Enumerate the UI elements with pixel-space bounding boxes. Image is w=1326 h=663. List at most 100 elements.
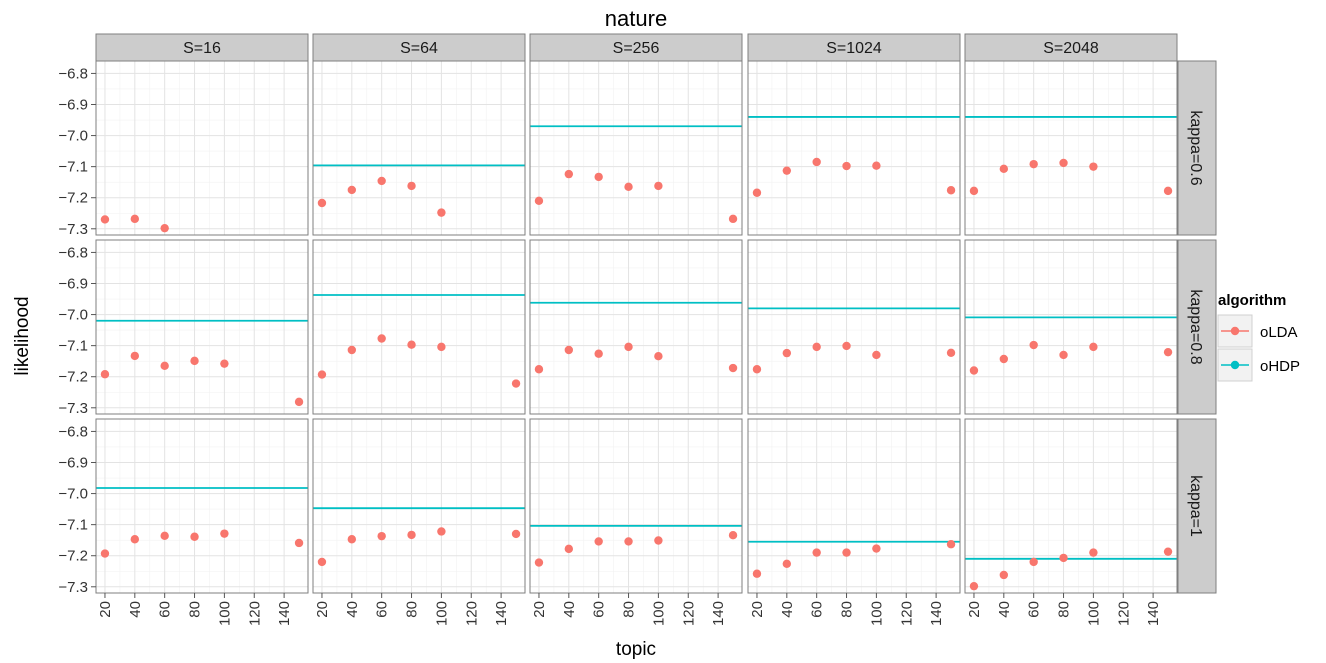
legend-label-olda: oLDA: [1260, 324, 1298, 341]
olda-point: [347, 345, 357, 355]
panel-border: [95, 239, 309, 415]
col-strip-bg: [312, 33, 526, 62]
olda-point: [1029, 557, 1038, 567]
y-tick-label: −7.1: [58, 338, 88, 355]
panel-0-0: [95, 60, 309, 236]
legend-label-ohdp: oHDP: [1260, 358, 1300, 375]
panel-background: [313, 61, 525, 235]
olda-point: [946, 186, 956, 195]
panel-border: [529, 239, 743, 415]
panel-background: [96, 240, 308, 414]
olda-point: [969, 186, 979, 196]
olda-point: [842, 161, 851, 171]
olda-point: [594, 349, 603, 358]
panel-border: [312, 418, 526, 594]
x-tick-label: 140: [710, 601, 727, 626]
row-strips: kappa=0.6 kappa=0.8 kappa=1: [1177, 60, 1217, 594]
x-tick-label: 80: [1056, 601, 1073, 618]
olda-point: [654, 181, 663, 191]
x-tick-label: 20: [966, 601, 983, 618]
x-tick-label: 40: [561, 601, 578, 618]
y-tick-label: −6.9: [58, 97, 88, 114]
olda-point: [317, 198, 327, 208]
olda-point: [999, 164, 1009, 174]
olda-point: [654, 352, 663, 361]
col-strip-4: S=2048: [964, 33, 1178, 62]
x-axis-title: topic: [616, 639, 656, 660]
x-tick-label: 60: [809, 601, 826, 618]
olda-point: [1089, 548, 1098, 557]
olda-point: [969, 366, 979, 375]
x-tick-label: 40: [996, 601, 1013, 618]
x-tick-label: 120: [246, 601, 263, 626]
x-tick-label: 20: [749, 601, 766, 618]
panel-background: [530, 240, 742, 414]
olda-point: [842, 548, 851, 557]
olda-point: [782, 348, 792, 358]
olda-point: [624, 342, 633, 352]
col-strip-label: S=2048: [1043, 40, 1099, 57]
panel-1-1: [312, 239, 526, 415]
x-tick-label: 140: [928, 601, 945, 626]
col-strip-3: S=1024: [747, 33, 961, 62]
row-strip-bg: [1177, 60, 1217, 236]
olda-point: [1059, 553, 1068, 563]
row-strip-2: kappa=1: [1177, 418, 1217, 594]
x-tick-label: 80: [187, 601, 204, 618]
olda-point: [812, 548, 821, 557]
panel-background: [748, 419, 960, 593]
olda-point: [752, 188, 762, 197]
panel-1-2: [529, 239, 743, 415]
olda-point: [1029, 340, 1038, 350]
panel-border: [95, 418, 309, 594]
y-tick-label: −7.1: [58, 517, 88, 534]
olda-point: [317, 370, 327, 379]
olda-point: [534, 558, 544, 567]
col-strip-label: S=64: [400, 40, 438, 57]
panel-0-1: [312, 60, 526, 236]
x-tick-label: 80: [839, 601, 856, 618]
olda-point: [1059, 350, 1068, 360]
panel-0-3: [747, 60, 961, 236]
y-tick-label: −6.8: [58, 65, 88, 82]
panel-border: [747, 418, 961, 594]
row-strip-bg: [1177, 239, 1217, 415]
col-strip-1: S=64: [312, 33, 526, 62]
olda-point: [564, 544, 574, 554]
panel-border: [964, 418, 1178, 594]
panel-background: [965, 419, 1177, 593]
row-strip-label: kappa=0.8: [1187, 289, 1204, 364]
olda-point: [347, 535, 357, 544]
olda-point: [752, 569, 762, 578]
x-tick-label: 140: [1145, 601, 1162, 626]
y-tick-label: −7.0: [58, 486, 88, 503]
x-tick-label: 100: [433, 601, 450, 626]
panel-2-2: [529, 418, 743, 594]
olda-point: [872, 161, 881, 170]
olda-point: [377, 334, 386, 343]
panel-background: [530, 419, 742, 593]
col-strips: S=16 S=64 S=256 S=1024 S=2048: [95, 33, 1178, 62]
panel-0-4: [964, 60, 1178, 236]
olda-point: [654, 536, 663, 545]
x-tick-label: 120: [898, 601, 915, 626]
x-tick-label: 20: [531, 601, 548, 618]
y-tick-label: −7.3: [58, 579, 88, 596]
x-tick-label: 100: [1085, 601, 1102, 626]
panel-background: [748, 240, 960, 414]
olda-point: [100, 370, 110, 379]
col-strip-label: S=256: [613, 40, 660, 57]
x-tick-label: 40: [344, 601, 361, 618]
panel-2-3: [747, 418, 961, 594]
legend-point-ohdp: [1230, 360, 1240, 370]
panel-1-4: [964, 239, 1178, 415]
olda-point: [1163, 547, 1173, 556]
olda-point: [437, 342, 446, 352]
panels-layer: [95, 60, 1178, 594]
panel-background: [96, 61, 308, 235]
x-tick-label: 60: [1026, 601, 1043, 618]
x-tick-label: 140: [276, 601, 293, 626]
x-tick-label: 60: [591, 601, 608, 618]
olda-point: [946, 540, 956, 549]
